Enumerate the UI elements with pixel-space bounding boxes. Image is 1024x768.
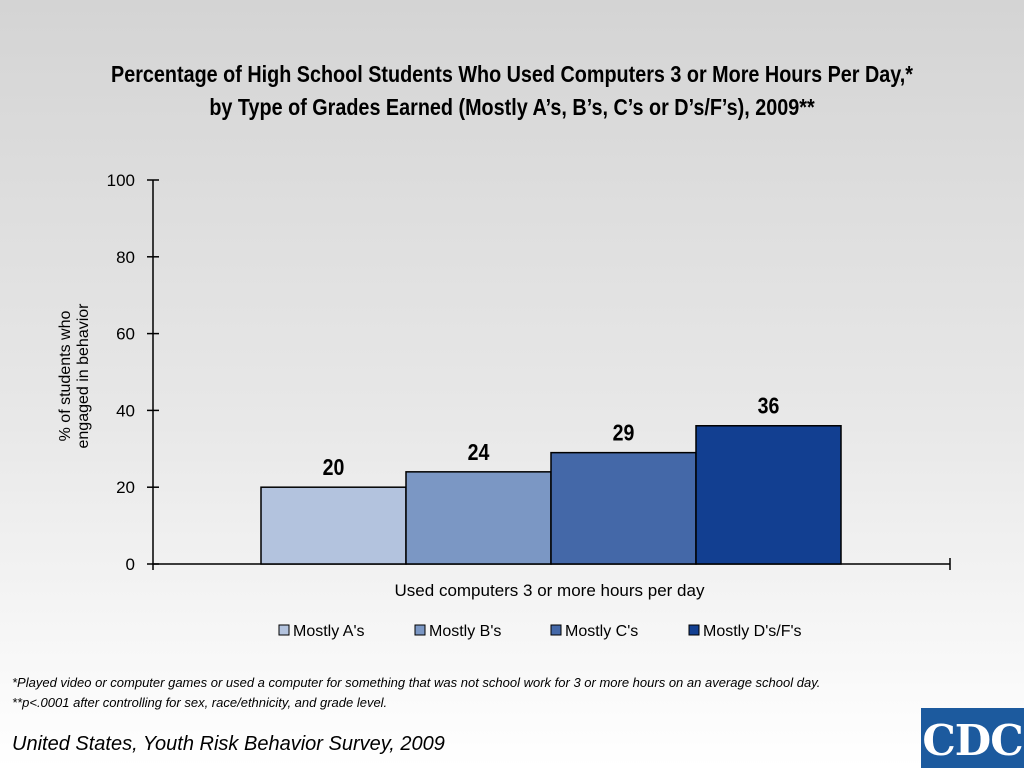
- y-axis-label: % of students whoengaged in behavior: [57, 303, 92, 449]
- bar-mostly-b-s: [405, 471, 552, 565]
- chart-title-line-2: by Type of Grades Earned (Mostly A’s, B’…: [209, 94, 815, 120]
- legend-swatch: [278, 624, 290, 636]
- y-tick-label: 0: [126, 555, 135, 574]
- chart-title: Percentage of High School Students Who U…: [72, 58, 953, 124]
- legend-label: Mostly D's/F's: [703, 623, 802, 640]
- bar-value-label: 29: [613, 420, 635, 446]
- chart-labels: 20 24 29 36: [323, 393, 780, 480]
- legend-label: Mostly B's: [429, 623, 501, 640]
- cdc-logo: CDC: [921, 708, 1024, 768]
- legend-label: Mostly C's: [565, 623, 638, 640]
- y-axis-label-line: % of students who: [57, 311, 74, 442]
- bar-chart: 0 20 40 60 80 100 % of students whoengaged in …: [57, 171, 951, 640]
- bar-value-label: 20: [323, 455, 345, 481]
- cdc-logo-wordmark: CDC: [922, 716, 1023, 765]
- footnote-2: **p<.0001 after controlling for sex, rac…: [12, 695, 388, 710]
- y-tick-label: 60: [116, 325, 135, 344]
- bar-mostly-d-s-f-s: [695, 425, 842, 565]
- legend-swatch: [550, 624, 562, 636]
- x-axis-label: Used computers 3 or more hours per day: [395, 581, 705, 600]
- legend-label: Mostly A's: [293, 623, 365, 640]
- chart-title-line-1: Percentage of High School Students Who U…: [111, 61, 913, 87]
- chart-bars: [260, 425, 842, 565]
- y-axis-label-line: engaged in behavior: [75, 303, 92, 449]
- legend-swatch: [688, 624, 700, 636]
- y-tick-label: 20: [116, 478, 135, 497]
- chart-axes: 0 20 40 60 80 100 % of students whoengaged in …: [57, 171, 951, 600]
- y-tick-label: 40: [116, 401, 135, 420]
- footnote-1: *Played video or computer games or used …: [12, 675, 821, 690]
- y-tick-label: 80: [116, 248, 135, 267]
- bar-mostly-a-s: [260, 486, 407, 565]
- bar-mostly-c-s: [550, 451, 697, 565]
- chart-legend: Mostly A's Mostly B's Mostly C's Mostly D's…: [278, 623, 802, 640]
- bar-value-label: 24: [468, 439, 490, 465]
- source-caption: United States, Youth Risk Behavior Surve…: [12, 733, 445, 755]
- legend-swatch: [414, 624, 426, 636]
- y-tick-label: 100: [107, 171, 135, 190]
- bar-value-label: 36: [758, 393, 780, 419]
